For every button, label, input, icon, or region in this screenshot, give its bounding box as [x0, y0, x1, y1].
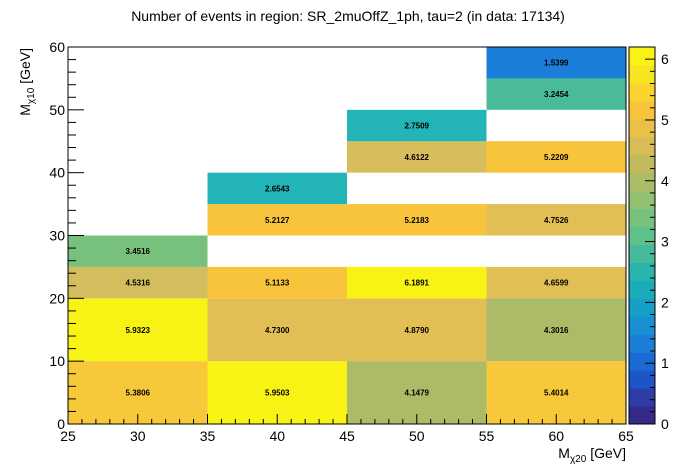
- z-tick-label: 5: [661, 112, 669, 128]
- chart-title: Number of events in region: SR_2muOffZ_1…: [131, 8, 565, 24]
- heatmap-cell: [486, 204, 626, 236]
- color-scale-swatch: [629, 406, 655, 425]
- heatmap-cell: [68, 266, 208, 299]
- heatmap-cell: [486, 47, 626, 79]
- cell-value-labels: 5.3806 5.9503 4.1479 5.4014 5.9323 4.7300 4.87…: [126, 59, 570, 398]
- heatmap-cell: [347, 298, 487, 362]
- x-tick-label: 25: [60, 428, 76, 444]
- cell-value-label: 4.7300: [265, 326, 290, 335]
- cell-value-label: 5.4014: [544, 389, 569, 398]
- color-scale-swatch: [629, 154, 655, 174]
- axes: 25 30 35 40 45 50 55 60 65 0 10 20 30 40 50 60: [49, 39, 634, 444]
- x-tick-label: 65: [618, 428, 634, 444]
- color-scale-swatch: [629, 190, 655, 210]
- color-scale-swatch: [629, 100, 655, 120]
- color-scale-swatch: [629, 334, 655, 353]
- heatmap-cell: [486, 298, 626, 362]
- color-scale-swatch: [629, 82, 655, 102]
- cell-value-label: 4.6599: [544, 279, 569, 288]
- cell-value-label: 4.1479: [405, 389, 430, 398]
- heatmap-cell: [347, 141, 487, 173]
- y-tick-label: 50: [49, 102, 65, 118]
- color-scale: 0 1 2 3 4 5 6: [628, 46, 669, 432]
- cell-value-label: 5.3806: [126, 389, 151, 398]
- color-scale-swatch: [629, 280, 655, 299]
- cell-value-label: 2.6543: [265, 184, 290, 193]
- color-scale-swatch: [629, 208, 655, 228]
- heatmap-cell: [68, 298, 208, 362]
- cell-value-label: 4.5316: [126, 279, 151, 288]
- z-tick-label: 4: [661, 173, 669, 189]
- color-scale-swatch: [629, 136, 655, 156]
- color-scale-swatch: [629, 370, 655, 389]
- cell-value-label: 4.7526: [544, 216, 569, 225]
- color-scale-swatch: [629, 118, 655, 138]
- cell-value-label: 4.6122: [405, 153, 430, 162]
- y-tick-label: 20: [49, 290, 65, 306]
- color-scale-swatch: [629, 388, 655, 407]
- cell-value-label: 4.8790: [405, 326, 430, 335]
- cell-value-label: 2.7509: [405, 122, 430, 131]
- y-tick-label: 10: [49, 353, 65, 369]
- color-scale-swatch: [629, 172, 655, 192]
- cell-value-label: 5.2183: [405, 216, 430, 225]
- color-scale-swatch: [629, 298, 655, 317]
- cell-value-label: 4.3016: [544, 326, 569, 335]
- heatmap-cell: [207, 298, 347, 362]
- heatmap-cell: [68, 361, 208, 424]
- z-tick-label: 2: [661, 294, 669, 310]
- cell-value-label: 5.9323: [126, 326, 151, 335]
- z-tick-label: 3: [661, 234, 669, 250]
- heatmap-cell: [347, 204, 487, 236]
- y-tick-label: 30: [49, 228, 65, 244]
- x-tick-label: 60: [548, 428, 564, 444]
- heatmap-cell: [486, 266, 626, 299]
- heatmap-cell: [207, 361, 347, 424]
- x-axis-label: Mχ20 [GeV]: [558, 445, 626, 465]
- cell-value-label: 5.2209: [544, 153, 569, 162]
- y-tick-label: 60: [49, 39, 65, 55]
- color-scale-swatch: [629, 244, 655, 263]
- heatmap-cell: [486, 141, 626, 173]
- z-tick-label: 6: [661, 51, 669, 67]
- x-tick-label: 40: [269, 428, 285, 444]
- z-tick-label: 0: [661, 416, 669, 432]
- cell-value-label: 5.1133: [265, 279, 290, 288]
- color-scale-frame: [628, 46, 656, 425]
- x-tick-label: 35: [200, 428, 216, 444]
- y-tick-label: 40: [49, 165, 65, 181]
- cell-value-label: 5.2127: [265, 216, 290, 225]
- cell-value-label: 1.5399: [544, 59, 569, 68]
- color-scale-swatch: [629, 316, 655, 335]
- color-scale-swatch: [629, 352, 655, 371]
- x-tick-label: 50: [409, 428, 425, 444]
- heatmap-cell: [207, 204, 347, 236]
- color-scale-swatch: [629, 47, 655, 66]
- cell-value-label: 5.9503: [265, 389, 290, 398]
- heatmap-cell: [68, 235, 208, 267]
- heatmap-cell: [347, 109, 487, 142]
- heatmap-cell: [207, 266, 347, 299]
- heatmap-cell: [347, 266, 487, 299]
- heatmap-cells: [68, 47, 626, 424]
- cell-value-label: 3.4516: [126, 247, 151, 256]
- heatmap-cell: [486, 78, 626, 110]
- cell-value-label: 6.1891: [405, 279, 430, 288]
- heatmap-cell: [347, 361, 487, 424]
- heatmap-cell: [207, 172, 347, 205]
- x-tick-label: 45: [339, 428, 355, 444]
- cell-value-label: 3.2454: [544, 90, 569, 99]
- heatmap-cell: [486, 361, 626, 424]
- color-scale-swatch: [629, 262, 655, 281]
- z-tick-label: 1: [661, 355, 669, 371]
- y-tick-label: 0: [57, 416, 65, 432]
- x-tick-label: 55: [479, 428, 495, 444]
- color-scale-swatch: [629, 64, 655, 84]
- x-tick-label: 30: [130, 428, 146, 444]
- y-axis-label: Mχ10 [GeV]: [17, 48, 37, 116]
- color-scale-swatch: [629, 226, 655, 245]
